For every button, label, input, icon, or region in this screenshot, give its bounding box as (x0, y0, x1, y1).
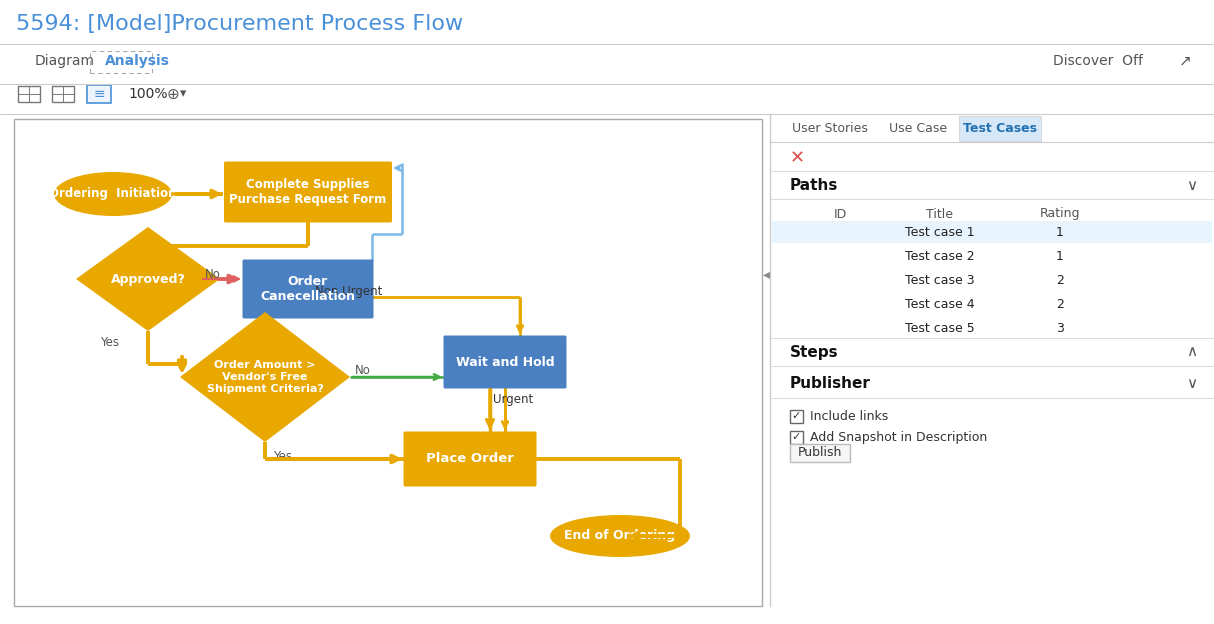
Text: Publisher: Publisher (790, 376, 870, 391)
Bar (52, 86, 74, 102)
Text: Title: Title (926, 208, 953, 220)
Text: Place Order: Place Order (426, 452, 514, 466)
Text: ◂: ◂ (762, 267, 770, 281)
Text: Approved?: Approved? (110, 273, 186, 286)
Text: Order
Canecellation: Order Canecellation (261, 275, 356, 303)
Text: Ordering  Initiation: Ordering Initiation (50, 187, 177, 200)
FancyBboxPatch shape (443, 336, 567, 389)
Text: 1: 1 (1056, 250, 1063, 263)
Text: Order Amount >
Vendor's Free
Shipment Criteria?: Order Amount > Vendor's Free Shipment Cr… (206, 361, 323, 394)
Text: Include links: Include links (810, 409, 889, 422)
Text: Wait and Hold: Wait and Hold (455, 356, 555, 369)
Text: ID: ID (833, 208, 846, 220)
Text: 3: 3 (1056, 321, 1063, 334)
FancyBboxPatch shape (243, 260, 374, 318)
Text: No: No (354, 364, 370, 378)
Text: Rating: Rating (1039, 208, 1080, 220)
Text: ↗: ↗ (1179, 54, 1191, 69)
Ellipse shape (53, 172, 172, 216)
Text: Urgent: Urgent (493, 394, 533, 406)
Text: ≡: ≡ (93, 87, 104, 101)
Bar (772, 221, 1212, 243)
Text: Test case 4: Test case 4 (906, 298, 975, 311)
Text: Test case 5: Test case 5 (906, 321, 975, 334)
Text: ∨: ∨ (1186, 376, 1197, 391)
Polygon shape (76, 227, 220, 331)
Text: Complete Supplies
Purchase Request Form: Complete Supplies Purchase Request Form (229, 178, 386, 206)
Text: 100%: 100% (127, 87, 168, 101)
Bar (87, 85, 110, 103)
Polygon shape (180, 312, 350, 442)
Bar (18, 86, 40, 102)
Text: Diagram: Diagram (35, 54, 95, 68)
Bar (959, 116, 1040, 141)
Text: 5594: [Model]Procurement Process Flow: 5594: [Model]Procurement Process Flow (16, 14, 464, 34)
Bar (15, 119, 762, 606)
Text: End of Ordering: End of Ordering (565, 530, 675, 542)
Text: Paths: Paths (790, 178, 839, 193)
Ellipse shape (550, 515, 690, 557)
Text: 2: 2 (1056, 298, 1063, 311)
Text: ✓: ✓ (792, 411, 801, 421)
Text: Publish: Publish (798, 447, 843, 459)
Text: ⊕: ⊕ (168, 87, 180, 102)
Text: ∧: ∧ (1186, 344, 1197, 359)
Text: ▾: ▾ (180, 87, 186, 100)
Text: Test Cases: Test Cases (963, 122, 1037, 135)
Text: Steps: Steps (790, 344, 839, 359)
Text: Discover  Off: Discover Off (1053, 54, 1144, 68)
Bar (90, 51, 152, 73)
Text: Yes: Yes (100, 336, 119, 348)
Text: 1: 1 (1056, 225, 1063, 238)
Bar (790, 410, 802, 423)
Text: ✕: ✕ (790, 149, 805, 167)
Text: Test case 2: Test case 2 (906, 250, 975, 263)
Text: Use Case: Use Case (889, 122, 947, 135)
Text: User Stories: User Stories (792, 122, 868, 135)
Text: Yes: Yes (273, 451, 293, 464)
Text: ✓: ✓ (792, 432, 801, 442)
Text: Analysis: Analysis (104, 54, 170, 68)
Bar (790, 431, 802, 444)
Text: 2: 2 (1056, 273, 1063, 286)
Text: Add Snapshot in Description: Add Snapshot in Description (810, 431, 987, 444)
Text: Test case 3: Test case 3 (906, 273, 975, 286)
Text: Test case 1: Test case 1 (906, 225, 975, 238)
Text: Non Urgent: Non Urgent (314, 286, 382, 298)
FancyBboxPatch shape (403, 432, 537, 487)
Text: ∨: ∨ (1186, 178, 1197, 193)
Bar (790, 444, 850, 462)
Text: No: No (205, 268, 221, 281)
FancyBboxPatch shape (225, 162, 392, 223)
